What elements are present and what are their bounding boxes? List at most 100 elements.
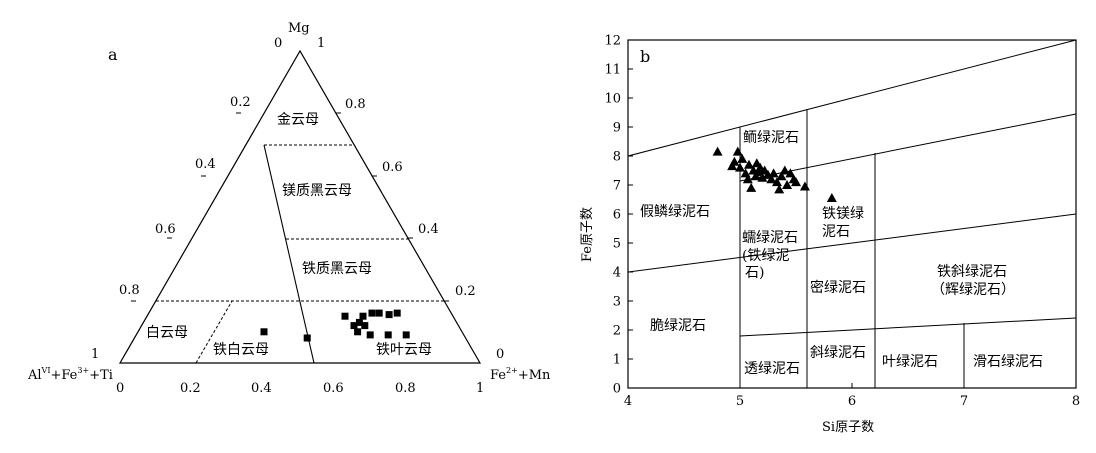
chlorite-point-18 [766,174,777,184]
field-label-brunsvigite-1: 铁斜绿泥石 [937,264,1007,280]
bottom-tick-5: 1 [476,381,484,396]
y-tick-label-11: 11 [604,63,621,78]
chlorite-point-29 [826,193,837,203]
right-tick-0.6: 0.6 [382,160,403,175]
field-label-ripidolite-2: 泥石 [822,224,850,240]
chlorite-point-25 [785,168,796,178]
field-label-corundophilite: 脆绿泥石 [650,317,706,334]
y-tick-label-0: 0 [613,382,621,397]
vertex-right-sup: 2+ [506,366,518,375]
field-label-muscovite: 白云母 [146,325,188,341]
x-tick-label-2: 6 [848,394,856,409]
right-tick-0.2: 0.2 [455,284,476,299]
chlorite-point-23 [779,165,790,175]
chlorite-point-8 [743,159,754,169]
chlorite-point-0 [712,146,723,156]
chlorite-point-3 [732,146,743,156]
y-tick-label-10: 10 [604,92,621,107]
field-label-siderophyllite: 铁叶云母 [376,342,432,358]
vertex-left-rest: +Fe [50,368,77,383]
field-label-sheridanite: 透绿泥石 [744,361,800,377]
y-tick-label-5: 5 [613,237,621,252]
chlorite-point-2 [729,156,740,166]
chlorite-point-20 [771,177,782,187]
field-label-clinochlore: 斜绿泥石 [810,345,866,361]
ternary-point-7 [393,309,401,317]
ternary-point-10 [361,322,369,330]
vertex-label-left: AlVI+Fe3++Ti [27,366,113,383]
field-label-prochlorite-2: (铁绿泥 [742,248,789,264]
vertex-left-main: Al [27,368,42,383]
field-label-mg-biotite: 镁质黑云母 [282,183,352,199]
bottom-tick-1: 0.2 [180,381,201,396]
vertex-right-main: Fe [490,368,506,383]
field-boundary-muscovite [195,300,233,364]
bottom-tick-0: 0 [116,381,124,396]
x-tick-label-0: 4 [624,394,632,409]
ternary-diagram: a Mg 0 1 AlVI+Fe3++Ti 1 Fe2++Mn 0 0 0.2 … [27,21,551,396]
bottom-tick-2: 0.4 [251,381,272,396]
chlorite-point-27 [791,177,801,187]
ternary-point-0 [260,328,268,336]
chlorite-point-7 [742,174,753,184]
field-label-brunsvigite-2: （辉绿泥石） [931,282,1015,298]
vertex-tick-left-1: 1 [91,347,99,362]
left-tick-0.8: 0.8 [119,283,140,298]
y-tick-label-2: 2 [613,324,621,339]
left-tick-0.6: 0.6 [155,222,176,237]
vertex-left-sup2: 3+ [77,366,89,375]
y-tick-label-8: 8 [613,150,621,165]
chlorite-point-15 [757,172,768,182]
ternary-point-5 [375,309,383,317]
ternary-point-3 [359,312,367,320]
field-boundary-biotite-line [263,144,315,364]
vertex-tick-top-1: 1 [317,36,325,51]
y-tick-label-3: 3 [613,295,621,310]
vertex-label-mg: Mg [288,21,310,36]
ternary-points [260,309,410,342]
right-tick-0.8: 0.8 [345,97,366,112]
x-tick-label-3: 7 [960,394,968,409]
ternary-point-4 [368,309,376,317]
field-label-prochlorite-1: 蠕绿泥石 [742,230,798,246]
field-label-pseudothuringite: 假鳞绿泥石 [640,204,710,220]
ternary-point-13 [384,331,392,339]
chlorite-point-19 [768,168,779,178]
chlorite-point-22 [776,171,787,181]
vertex-tick-top-0: 0 [274,36,282,51]
vertex-right-end: +Mn [518,368,551,383]
y-axis-label: Fe原子数 [580,207,595,262]
left-tick-0.2: 0.2 [230,95,251,110]
panel-label-a: a [108,45,118,64]
bottom-tick-3: 0.6 [323,381,344,396]
x-axis-label: Si原子数 [822,420,874,435]
chlorite-diagram: b 鲕绿泥石 假鳞绿泥石 铁镁绿 泥石 蠕绿泥石 (铁绿泥 石) 铁斜绿泥石 （… [580,34,1080,436]
x-tick-label-1: 5 [736,394,744,409]
y-tick-label-1: 1 [613,353,621,368]
vertex-left-sup: VI [41,366,51,375]
y-tick-label-9: 9 [613,121,621,136]
chlorite-point-21 [774,184,785,194]
chlorite-point-28 [799,181,810,191]
panel-label-b: b [640,47,650,66]
ternary-point-12 [366,331,374,339]
ternary-point-8 [350,322,358,330]
chlorite-point-9 [746,182,757,192]
ternary-point-2 [341,312,349,320]
ternary-outline [118,49,482,364]
x-tick-label-4: 8 [1072,394,1080,409]
ternary-point-14 [402,331,410,339]
y-tick-label-12: 12 [604,34,621,49]
right-tick-0.4: 0.4 [418,222,439,237]
field-label-penninite: 叶绿泥石 [882,354,938,370]
vertex-left-end: +Ti [89,368,113,383]
vertex-tick-right-0: 0 [496,347,504,362]
field-label-phlogopite: 金云母 [277,112,319,128]
chlorite-point-5 [737,153,748,163]
y-tick-label-4: 4 [613,266,621,281]
b-points [712,146,837,203]
ternary-point-11 [354,328,362,336]
field-label-chamosite: 鲕绿泥石 [743,130,799,146]
field-label-prochlorite-3: 石) [745,265,764,281]
chlorite-point-24 [782,180,793,189]
